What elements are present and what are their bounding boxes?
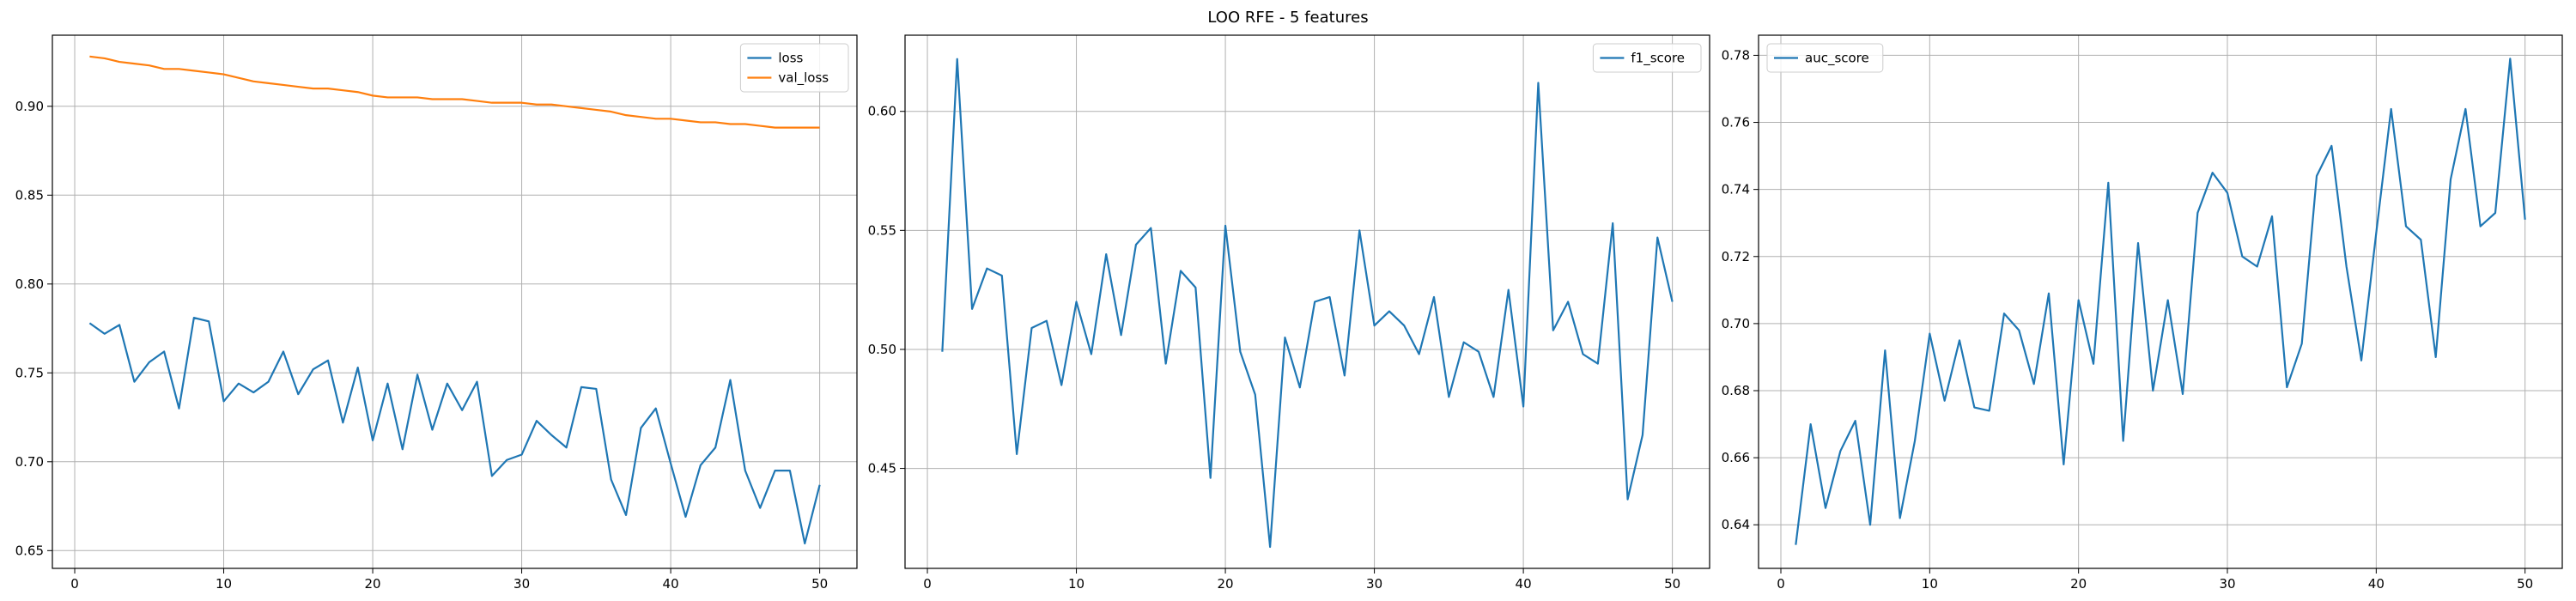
subplot-loss: 0 10 20 30 40 50 0.65 0.70 0.75 0.80 0.85 0.90 loss v… xyxy=(15,34,858,592)
axes-frame xyxy=(904,34,1710,569)
x-tick-label: 10 xyxy=(216,576,232,592)
y-tick-label: 0.76 xyxy=(1722,115,1750,131)
y-tick-label: 0.90 xyxy=(15,99,44,114)
y-tick-label: 0.72 xyxy=(1722,249,1750,264)
y-tick-label: 0.75 xyxy=(15,365,44,380)
x-tick-label: 30 xyxy=(1366,576,1382,592)
x-tick-label: 20 xyxy=(2070,576,2087,592)
y-tick-label: 0.85 xyxy=(15,187,44,203)
legend: loss val_loss xyxy=(739,43,849,93)
y-tick-label: 0.74 xyxy=(1722,182,1750,197)
figure-title: LOO RFE - 5 features xyxy=(1207,9,1369,27)
y-tick-label: 0.60 xyxy=(868,104,896,119)
x-tick-label: 40 xyxy=(1516,576,1532,592)
y-tick-label: 0.70 xyxy=(1722,316,1750,331)
x-tick-label: 50 xyxy=(2517,576,2533,592)
x-tick-label: 10 xyxy=(1068,576,1084,592)
legend-label: f1_score xyxy=(1631,51,1685,67)
x-tick-label: 10 xyxy=(1922,576,1938,592)
x-tick-label: 0 xyxy=(1777,576,1785,592)
x-tick-label: 0 xyxy=(923,576,932,592)
legend-box xyxy=(739,43,849,93)
series-line-auc-score xyxy=(1795,58,2526,545)
y-tick-label: 0.50 xyxy=(868,342,896,357)
x-tick-label: 30 xyxy=(2219,576,2235,592)
series-line-val-loss xyxy=(89,55,820,129)
y-tick-label: 0.70 xyxy=(15,454,44,470)
legend: f1_score xyxy=(1592,43,1702,73)
legend: auc_score xyxy=(1766,43,1884,73)
axes-frame xyxy=(52,34,858,569)
legend-label: auc_score xyxy=(1805,51,1869,67)
y-tick-label: 0.68 xyxy=(1722,383,1750,398)
y-tick-label: 0.64 xyxy=(1722,517,1750,532)
x-tick-label: 20 xyxy=(1218,576,1234,592)
axes-frame xyxy=(1758,34,2563,569)
y-tick-label: 0.45 xyxy=(868,461,896,477)
x-tick-label: 50 xyxy=(811,576,828,592)
x-tick-label: 30 xyxy=(513,576,530,592)
subplot-f1-score: 0 10 20 30 40 50 0.45 0.50 0.55 0.60 f1_score xyxy=(868,34,1710,592)
series-line-loss xyxy=(88,317,821,545)
x-tick-label: 40 xyxy=(663,576,679,592)
y-tick-label: 0.66 xyxy=(1722,450,1750,465)
y-tick-label: 0.80 xyxy=(15,276,44,292)
legend-box xyxy=(1766,43,1884,73)
y-tick-label: 0.65 xyxy=(15,543,44,558)
legend-label: val_loss xyxy=(778,70,829,87)
y-tick-label: 0.78 xyxy=(1722,47,1750,63)
x-tick-label: 20 xyxy=(365,576,381,592)
x-tick-label: 50 xyxy=(1664,576,1680,592)
legend-label: loss xyxy=(778,51,803,66)
subplot-auc-score: 0 10 20 30 40 50 0.64 0.66 0.68 0.70 0.72 0.74 0.76 0… xyxy=(1722,34,2563,592)
legend-box xyxy=(1592,43,1702,73)
y-tick-label: 0.55 xyxy=(868,222,896,238)
x-tick-label: 0 xyxy=(70,576,79,592)
x-tick-label: 40 xyxy=(2368,576,2385,592)
series-line-f1-score xyxy=(941,58,1674,549)
